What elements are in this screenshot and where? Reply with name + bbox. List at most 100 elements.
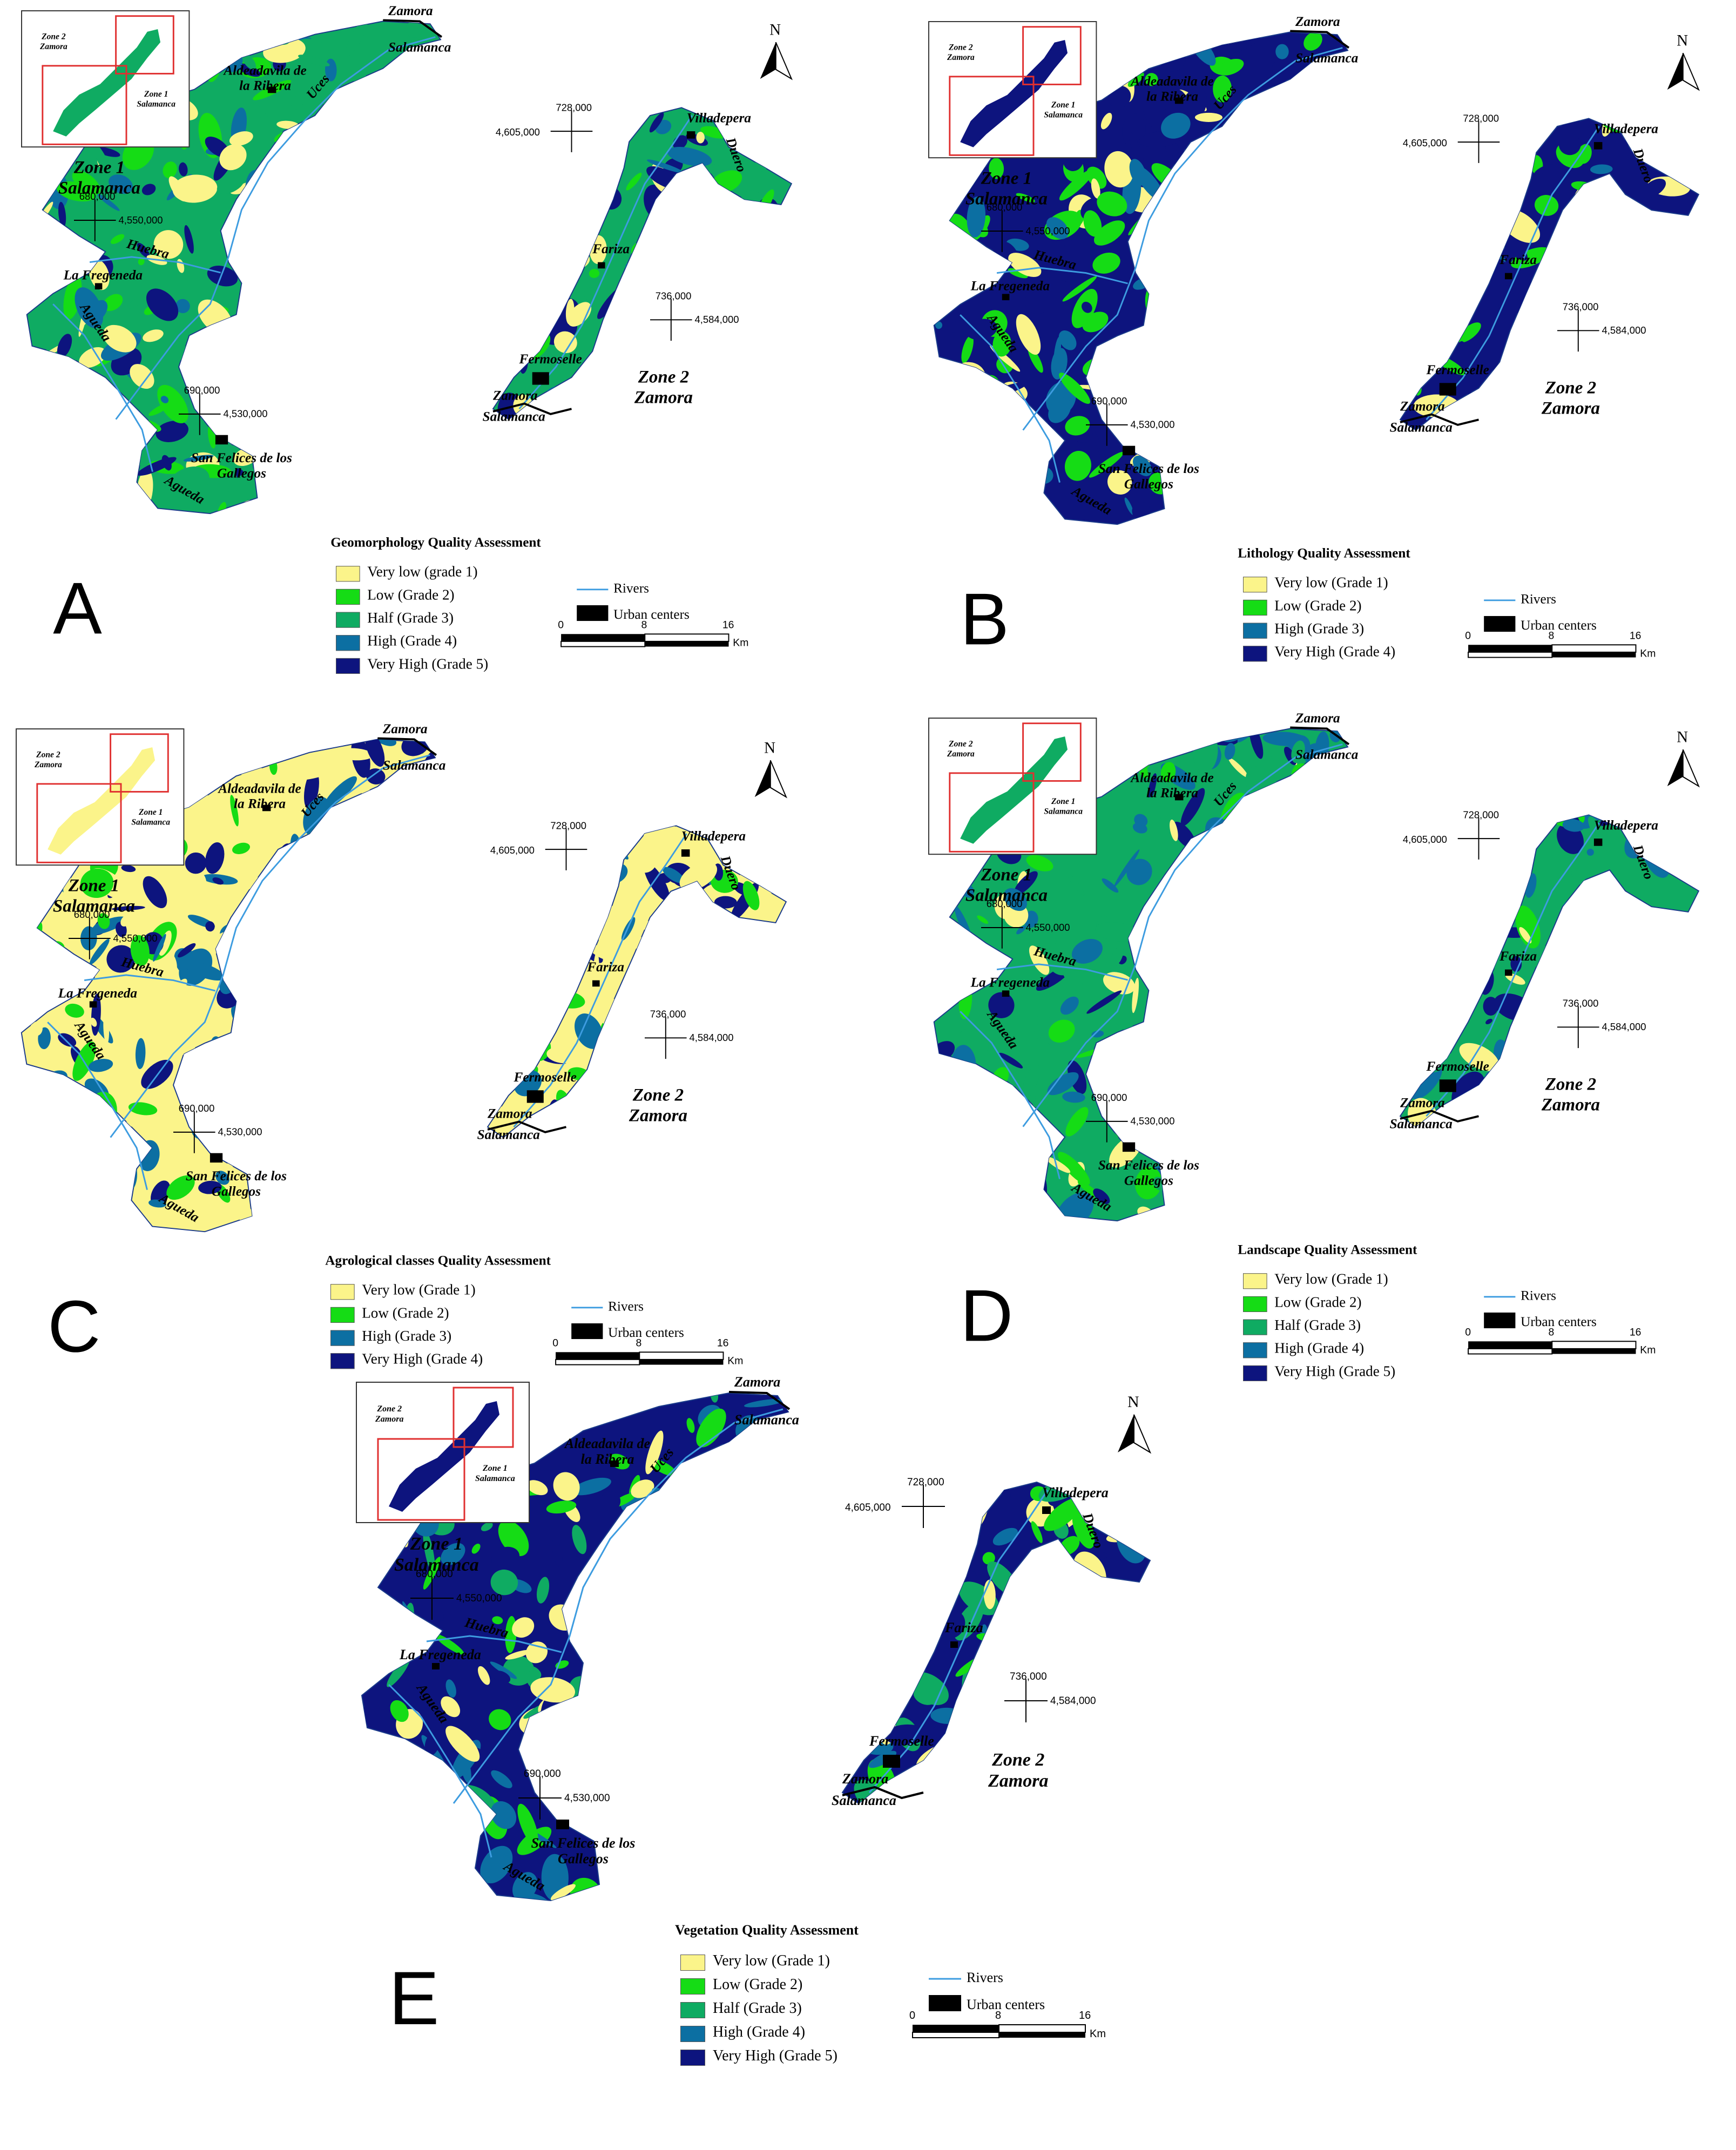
quality-patch [1217, 58, 1244, 76]
quality-patch [1492, 862, 1510, 888]
quality-patch [744, 1399, 784, 1408]
urban-center-fariza [1505, 969, 1512, 976]
quality-patch [687, 1851, 732, 1870]
quality-patch [283, 329, 320, 354]
quality-patch [384, 1026, 404, 1041]
quality-patch [1145, 73, 1158, 86]
quality-patch [1625, 936, 1661, 957]
quality-patch [1522, 165, 1532, 179]
quality-patch [1640, 937, 1658, 952]
quality-patch [1394, 865, 1410, 890]
quality-patch [1683, 297, 1697, 318]
quality-patch [1033, 1646, 1043, 1664]
quality-patch [674, 946, 692, 970]
quality-patch [1016, 1648, 1027, 1658]
river-huebra-line [84, 974, 215, 992]
quality-patch [1325, 939, 1362, 948]
quality-patch [1472, 884, 1503, 928]
quality-patch [590, 365, 616, 376]
urban-center-la-fregeneda [94, 283, 103, 290]
quality-patch [1404, 917, 1427, 935]
quality-patch [523, 271, 568, 292]
quality-patch [679, 1068, 689, 1078]
legend-swatch-low [680, 1978, 705, 1995]
legend-swatch-very-low [330, 1284, 355, 1300]
quality-patch [562, 246, 588, 256]
inset-locator-map [21, 10, 190, 148]
quality-patch [1224, 1059, 1269, 1080]
quality-patch [534, 944, 549, 959]
quality-patch [249, 220, 287, 227]
quality-patch [1505, 973, 1525, 985]
place-salamanca-top: Salamanca [1295, 50, 1359, 66]
quality-patch [554, 211, 584, 240]
quality-patch [497, 205, 529, 239]
quality-patch [639, 1509, 679, 1547]
scale-bar [560, 633, 729, 647]
river-duero-line [110, 754, 430, 1138]
place-fariza: Fariza [587, 959, 624, 975]
quality-patch [233, 327, 248, 362]
quality-patch [538, 267, 580, 283]
scale-unit: Km [1640, 648, 1656, 660]
quality-patch [1389, 895, 1412, 920]
quality-patch [1217, 1182, 1242, 1205]
legend-label-half: Half (Grade 3) [367, 610, 454, 626]
quality-patch [1094, 220, 1125, 246]
quality-patch [422, 778, 453, 806]
place-villadepera: Villadepera [686, 110, 751, 126]
quality-patch [1265, 117, 1288, 138]
quality-patch [1315, 115, 1346, 146]
legend-title: Vegetation Quality Assessment [675, 1922, 859, 1938]
quality-patch [1109, 1775, 1122, 1815]
quality-patch [1094, 1617, 1110, 1634]
legend-label-low: Low (Grade 2) [713, 1976, 803, 1993]
quality-patch [1676, 834, 1699, 867]
north-label: N [764, 739, 776, 757]
place-san-felices: San Felices de los Gallegos [531, 1835, 636, 1867]
quality-patch [535, 1719, 547, 1730]
coord-label-4530: 4,530,000 [218, 1127, 262, 1138]
quality-patch [1315, 434, 1356, 466]
quality-patch [489, 1709, 511, 1730]
coord-label-728: 728,000 [550, 820, 587, 832]
quality-patch [1422, 1033, 1441, 1046]
coordinate-cross-736 [645, 1017, 687, 1059]
legend-label-very-high: Very High (Grade 4) [362, 1351, 483, 1368]
quality-patch [763, 1002, 786, 1011]
quality-patch [1254, 374, 1264, 385]
quality-patch [168, 466, 210, 498]
quality-patch [1093, 1188, 1110, 1204]
quality-patch [1687, 293, 1699, 303]
quality-patch [329, 1031, 352, 1070]
quality-patch [367, 858, 391, 893]
quality-patch [957, 381, 972, 408]
quality-patch [79, 347, 106, 368]
quality-patch [417, 375, 447, 409]
river-agueda-line [960, 314, 1060, 483]
quality-patch [279, 301, 309, 316]
quality-patch [586, 1588, 608, 1617]
quality-patch [1330, 206, 1347, 227]
inset-locator-map [356, 1382, 530, 1523]
border-line [377, 737, 437, 756]
quality-patch [395, 1071, 431, 1105]
river-agueda-line [52, 303, 153, 472]
quality-patch [1201, 168, 1225, 191]
quality-patch [336, 1018, 369, 1053]
quality-patch [1592, 358, 1613, 370]
quality-patch [992, 1527, 1018, 1546]
quality-patch [1298, 310, 1325, 338]
quality-patch [1157, 909, 1183, 925]
quality-patch [1501, 114, 1517, 137]
quality-patch [80, 868, 114, 898]
quality-patch [1446, 263, 1463, 298]
border-line-zone2 [842, 1786, 924, 1800]
quality-patch [103, 1011, 110, 1045]
quality-patch [1066, 873, 1085, 896]
quality-patch [946, 928, 955, 937]
quality-patch [85, 300, 108, 323]
legend-label-half: Half (Grade 3) [713, 2000, 802, 2017]
quality-patch [418, 956, 433, 978]
quality-patch [609, 1098, 624, 1121]
